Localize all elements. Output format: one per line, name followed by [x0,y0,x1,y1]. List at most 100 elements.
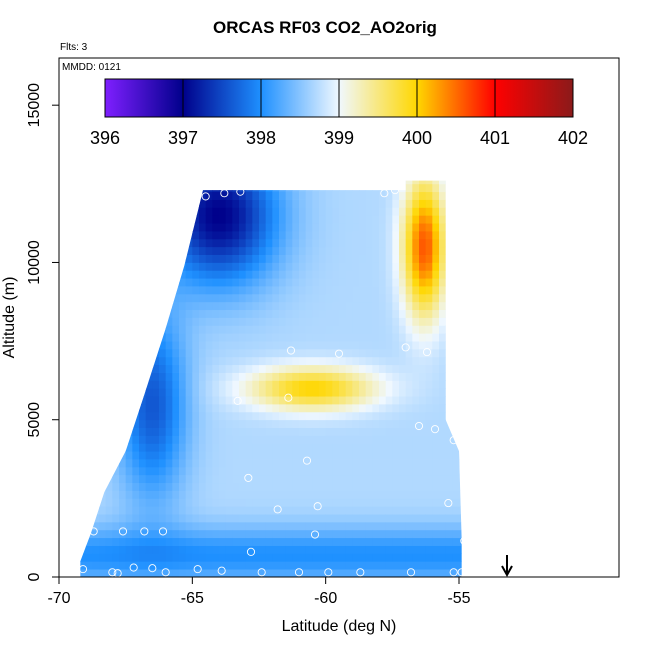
curtain-cell [379,254,387,263]
curtain-cell [119,207,127,216]
curtain-cell [85,427,93,436]
curtain-cell [252,380,260,389]
curtain-cell [245,356,253,366]
curtain-cell [432,364,440,373]
curtain-cell [85,317,93,326]
curtain-cell [285,293,293,303]
curtain-cell [99,333,107,342]
curtain-cell [172,215,180,224]
curtain-cell [272,246,280,255]
curtain-cell [432,443,440,452]
curtain-cell [305,380,313,389]
curtain-cell [219,341,227,350]
curtain-cell [199,419,207,428]
curtain-cell [192,356,200,366]
curtain-cell [99,199,107,208]
curtain-cell [179,199,187,208]
curtain-cell [205,404,213,413]
curtain-cell [232,317,240,326]
curtain-cell [385,348,393,358]
curtain-cell [105,309,113,318]
curtain-cell [159,443,167,452]
curtain-cell [299,427,307,436]
curtain-cell [119,506,127,515]
curtain-cell [459,514,462,523]
curtain-cell [452,215,460,224]
curtain-cell [85,514,93,523]
y-tick-label: 15000 [26,83,43,128]
curtain-cell [212,443,220,452]
curtain-cell [466,530,473,538]
curtain-cell [452,348,460,358]
curtain-cell [105,215,113,224]
curtain-cell [312,183,320,193]
curtain-cell [152,254,160,263]
curtain-cell [225,348,233,358]
curtain-cell [225,341,233,350]
curtain-cell [92,262,100,271]
curtain-cell [285,317,293,326]
curtain-cell [319,521,327,531]
colorbar-tick-label: 399 [324,128,354,148]
curtain-cell [299,364,307,373]
curtain-cell [119,168,126,176]
curtain-cell [112,286,120,295]
curtain-cell [372,521,380,531]
curtain-cell [439,569,447,577]
curtain-cell [445,254,453,263]
curtain-cell [80,180,87,185]
curtain-cell [119,317,127,326]
curtain-cell [132,333,140,342]
curtain-cell [432,168,439,176]
curtain-cell [219,521,227,531]
curtain-cell [319,356,327,366]
curtain-cell [325,380,333,389]
curtain-cell [412,356,420,366]
curtain-cell [105,348,113,358]
curtain-cell [459,325,462,334]
curtain-cell [139,388,147,397]
curtain-cell [412,561,420,570]
curtain-cell [292,270,300,279]
curtain-cell [345,207,353,216]
curtain-cell [152,215,160,224]
curtain-cell [192,553,200,562]
curtain-cell [212,231,220,240]
curtain-cell [159,270,167,279]
curtain-cell [352,364,360,373]
curtain-cell [459,443,462,452]
curtain-cell [425,372,433,381]
curtain-cell [185,529,193,539]
curtain-cell [279,529,287,539]
curtain-cell [165,317,173,326]
curtain-cell [425,498,433,507]
curtain-cell [265,317,273,326]
curtain-cell [139,262,147,271]
curtain-cell [252,309,260,318]
curtain-cell [145,404,153,413]
curtain-cell [225,451,233,460]
curtain-cell [345,380,353,389]
curtain-cell [285,521,293,531]
curtain-cell [385,341,393,350]
curtain-cell [319,490,327,499]
curtain-cell [459,561,462,570]
curtain-cell [159,356,167,366]
curtain-cell [265,396,273,405]
curtain-cell [339,317,347,326]
curtain-cell [105,474,113,484]
curtain-cell [372,278,380,287]
curtain-cell [432,262,440,271]
curtain-cell [425,529,433,539]
curtain-cell [85,569,93,577]
curtain-cell [305,569,313,577]
curtain-cell [292,490,300,499]
curtain-cell [292,356,300,366]
curtain-cell [80,537,87,546]
curtain-cell [359,207,367,216]
curtain-cell [145,180,153,185]
curtain-cell [159,231,167,240]
curtain-cell [132,262,140,271]
curtain-cell [139,411,147,421]
curtain-cell [305,537,313,546]
